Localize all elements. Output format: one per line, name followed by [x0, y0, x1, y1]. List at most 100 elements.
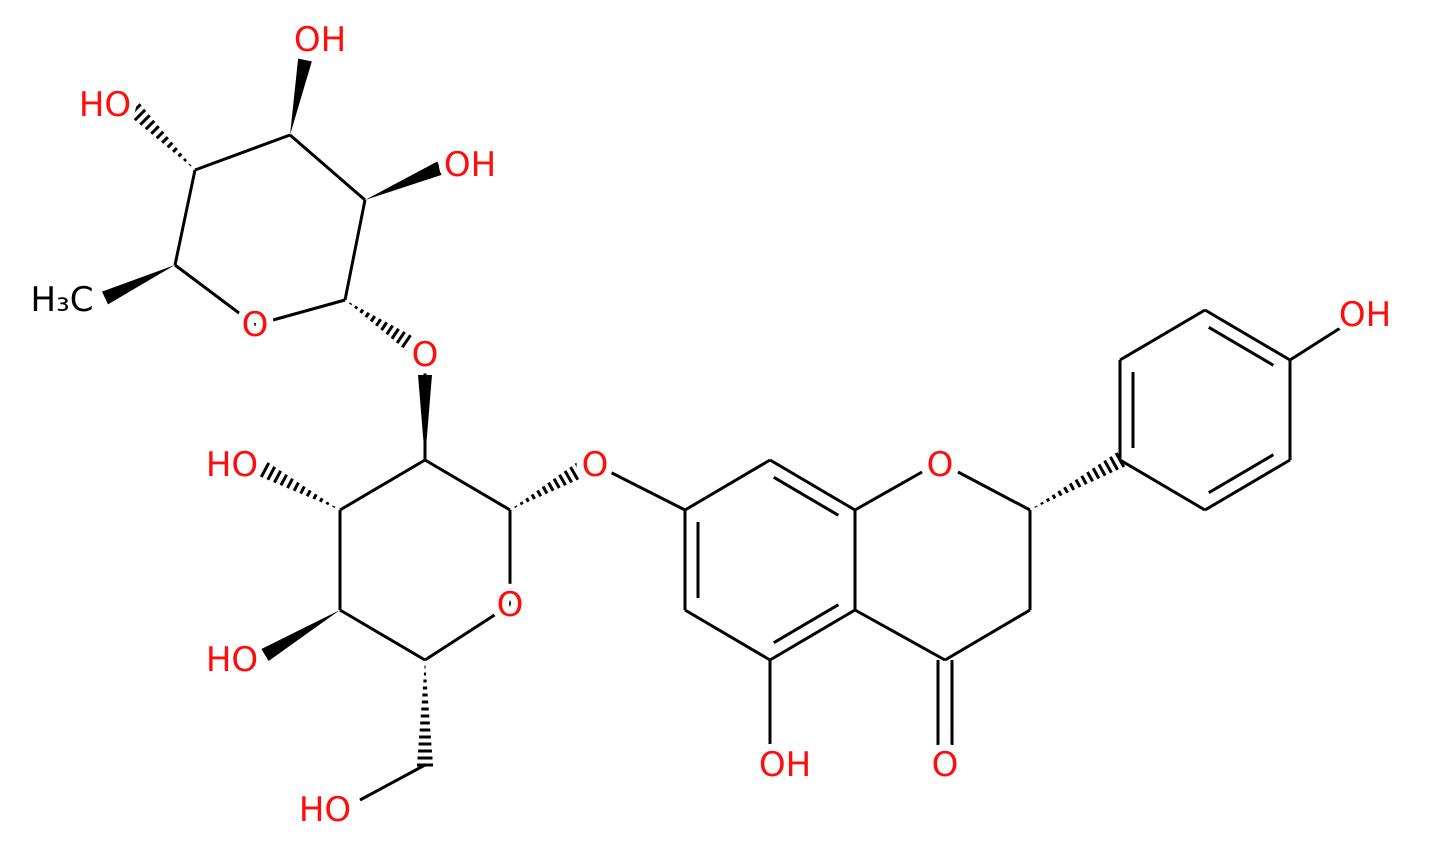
hash-bond	[286, 477, 294, 489]
hash-bond	[563, 470, 573, 484]
atom-label: O	[582, 445, 609, 485]
bond	[343, 199, 367, 301]
hash-bond	[1091, 467, 1101, 480]
hash-bond	[318, 497, 324, 503]
bond	[769, 458, 856, 512]
hash-bond	[395, 331, 406, 344]
hash-bond	[536, 489, 543, 497]
hash-bond	[1074, 478, 1082, 488]
bond	[1119, 308, 1206, 362]
bond	[854, 608, 946, 662]
bond	[854, 470, 923, 512]
bond	[769, 608, 856, 662]
hash-bond	[144, 119, 156, 131]
atom-label: HO	[206, 640, 258, 680]
hash-bond	[552, 477, 561, 489]
hash-bond	[348, 302, 353, 306]
hash-bond	[1103, 459, 1113, 474]
bond	[944, 608, 1031, 662]
hash-bond	[1109, 456, 1119, 471]
hash-bond	[161, 136, 169, 144]
hash-bond	[1063, 486, 1069, 494]
hash-bond	[279, 473, 288, 487]
wedge-bond	[365, 161, 443, 200]
hash-bond	[401, 334, 412, 349]
wedge-bond	[102, 265, 175, 305]
hash-bond	[128, 103, 142, 117]
hash-bond	[299, 485, 306, 495]
wedge-bond	[261, 610, 340, 662]
wedge-bond	[418, 375, 432, 460]
hash-bond	[133, 108, 147, 122]
hash-bond	[519, 501, 524, 506]
hash-bond	[530, 493, 536, 500]
atom-label: O	[497, 585, 524, 625]
hash-bond	[182, 157, 188, 163]
atom-label: HO	[299, 790, 351, 830]
atom-label: O	[242, 305, 269, 345]
bond	[1208, 326, 1275, 367]
atom-label: OH	[759, 745, 811, 785]
bond	[1289, 323, 1346, 362]
bond	[424, 603, 511, 662]
hash-bond	[1068, 482, 1076, 491]
hash-bond	[354, 305, 359, 310]
hash-bond	[1086, 471, 1094, 483]
hash-bond	[525, 497, 530, 503]
atom-label: O	[932, 745, 959, 785]
hash-bond	[547, 481, 555, 492]
wedge-bond	[290, 58, 312, 136]
hash-bond	[259, 462, 271, 478]
bond	[773, 476, 840, 517]
hash-bond	[266, 466, 277, 481]
atom-label: OH	[294, 20, 346, 60]
hash-bond	[1051, 494, 1057, 500]
bond	[609, 470, 686, 512]
hash-bond	[406, 337, 418, 353]
hash-bond	[1080, 475, 1088, 485]
hash-bond	[1034, 505, 1038, 508]
hash-bond	[312, 493, 318, 500]
bond	[194, 133, 291, 172]
hash-bond	[1097, 463, 1107, 477]
hash-bond	[150, 125, 160, 135]
hash-bond	[385, 324, 394, 336]
atom-label: OH	[1339, 295, 1391, 335]
hash-bond	[541, 485, 549, 495]
hash-bond	[369, 315, 377, 323]
hash-bond	[155, 130, 165, 140]
hash-bond	[1040, 501, 1044, 505]
hash-bond	[177, 152, 183, 158]
hash-bond	[380, 321, 388, 331]
hash-bond	[332, 505, 336, 508]
hash-bond	[1057, 490, 1063, 497]
atom-label: O	[412, 335, 439, 375]
hash-bond	[305, 489, 312, 497]
bond	[684, 458, 771, 512]
bond	[424, 458, 511, 512]
bond	[254, 298, 346, 327]
bond	[1204, 458, 1291, 512]
bond	[773, 603, 840, 644]
atom-label: HO	[206, 445, 258, 485]
hash-bond	[325, 501, 330, 506]
bond	[339, 458, 426, 512]
bond	[684, 608, 771, 662]
hash-bond	[172, 147, 178, 153]
bond	[339, 608, 426, 662]
hash-bond	[166, 141, 174, 149]
bond	[289, 133, 366, 202]
bond	[359, 763, 426, 802]
hash-bond	[292, 481, 300, 492]
bond	[1208, 453, 1275, 494]
hash-bond	[359, 308, 365, 314]
bond	[173, 169, 197, 266]
hash-bond	[364, 311, 371, 319]
bond	[957, 470, 1031, 512]
hash-bond	[375, 318, 382, 327]
bond	[1204, 308, 1291, 362]
hash-bond	[1045, 497, 1051, 503]
bonds	[102, 58, 1346, 802]
